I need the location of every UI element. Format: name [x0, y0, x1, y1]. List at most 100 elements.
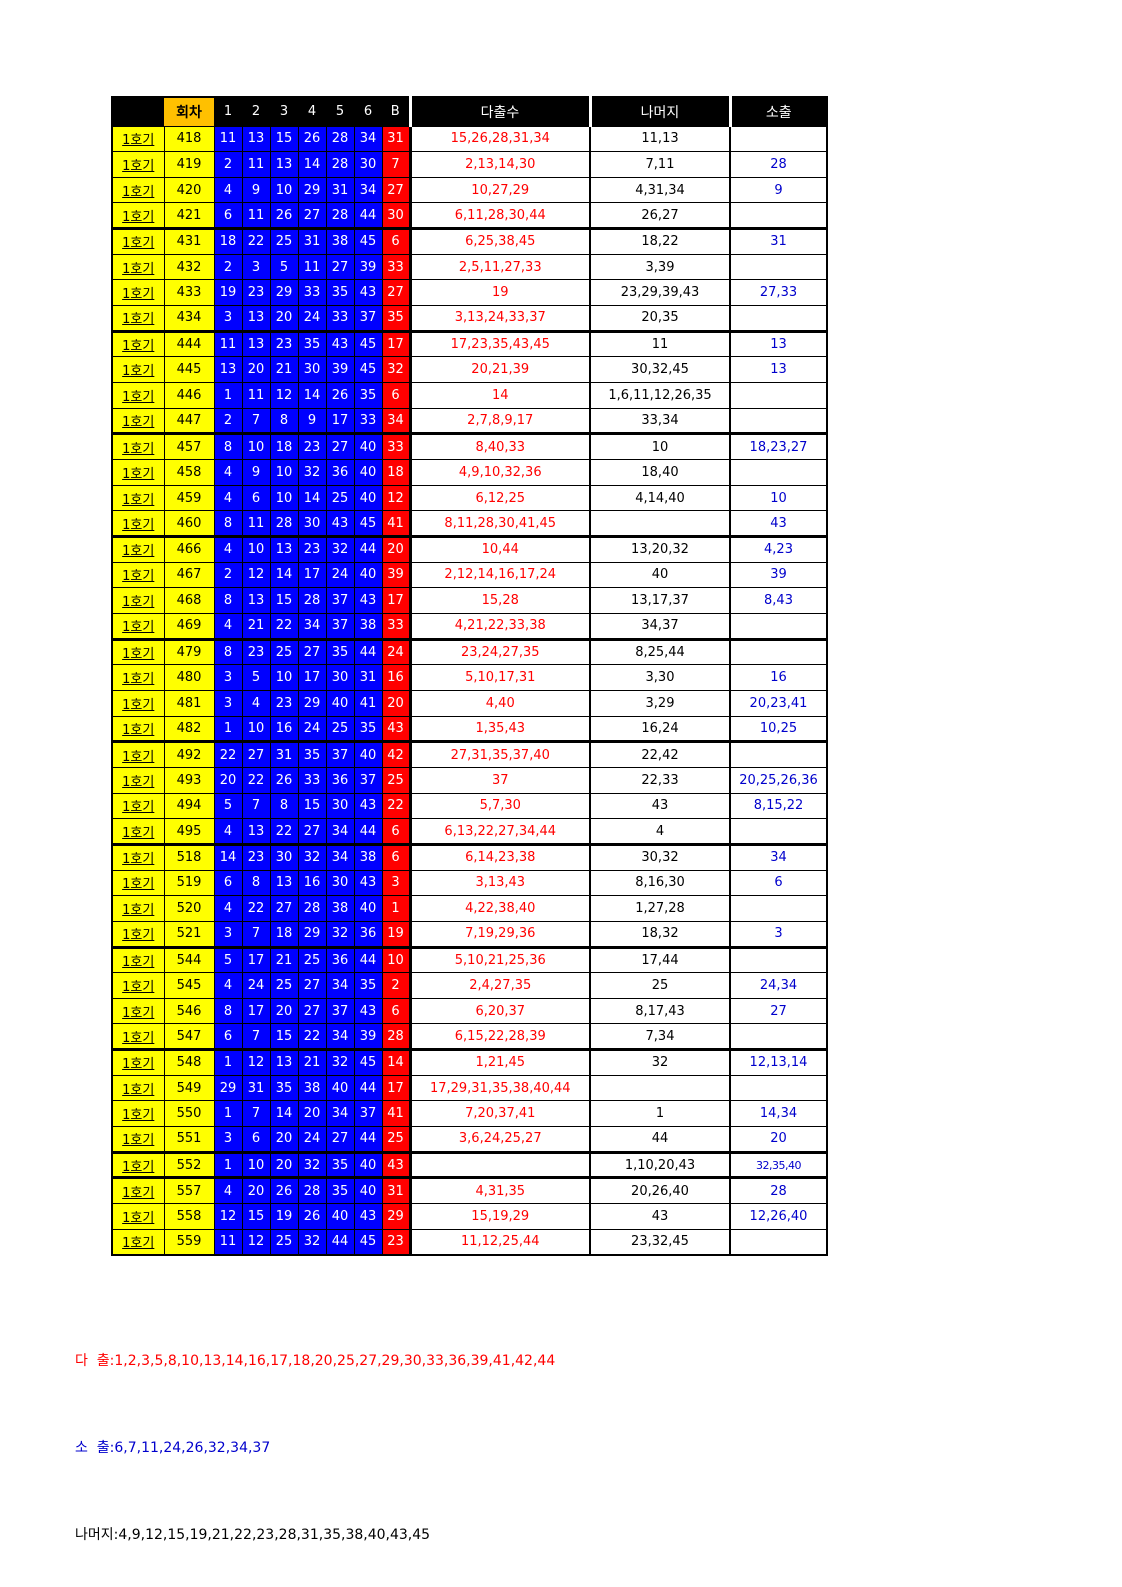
cell-machine[interactable]: 1호기	[111, 766, 165, 794]
cell-nameoji[interactable]: 16,24	[589, 715, 731, 743]
cell-sochul[interactable]: 8,43	[729, 587, 828, 614]
cell-number-4[interactable]: 32	[297, 842, 327, 871]
cell-dachul[interactable]: 3,13,43	[408, 869, 591, 897]
cell-dachul[interactable]: 5,10,17,31	[408, 664, 591, 691]
cell-number-3[interactable]: 16	[269, 715, 299, 743]
cell-number-6[interactable]: 44	[353, 945, 383, 974]
cell-round[interactable]: 544	[163, 945, 215, 974]
cell-number-4[interactable]: 25	[297, 945, 327, 974]
cell-machine[interactable]: 1호기	[111, 842, 165, 871]
cell-bonus[interactable]: 34	[381, 407, 411, 435]
cell-number-4[interactable]: 27	[297, 997, 327, 1025]
cell-number-4[interactable]: 24	[297, 305, 327, 332]
cell-round[interactable]: 459	[163, 484, 215, 512]
cell-number-5[interactable]: 36	[325, 945, 355, 974]
cell-dachul[interactable]: 7,20,37,41	[408, 1100, 591, 1128]
cell-bonus[interactable]: 19	[381, 920, 411, 948]
cell-bonus[interactable]: 6	[381, 227, 411, 255]
cell-bonus[interactable]: 41	[381, 510, 411, 537]
cell-bonus[interactable]: 18	[381, 459, 411, 486]
cell-number-6[interactable]: 40	[353, 1176, 383, 1205]
cell-number-6[interactable]: 43	[353, 1203, 383, 1230]
cell-number-1[interactable]: 3	[213, 664, 243, 691]
cell-sochul[interactable]	[729, 407, 828, 435]
cell-number-6[interactable]: 30	[353, 151, 383, 178]
cell-machine[interactable]: 1호기	[111, 1023, 165, 1051]
cell-number-1[interactable]: 6	[213, 1023, 243, 1051]
cell-dachul[interactable]: 19	[408, 279, 591, 307]
cell-number-3[interactable]: 13	[269, 151, 299, 178]
header-num-3[interactable]: 3	[270, 97, 298, 126]
cell-dachul[interactable]: 3,13,24,33,37	[408, 305, 591, 332]
cell-number-3[interactable]: 30	[269, 842, 299, 871]
cell-dachul[interactable]: 20,21,39	[408, 356, 591, 384]
cell-number-2[interactable]: 7	[241, 407, 271, 435]
cell-number-4[interactable]: 29	[297, 689, 327, 717]
cell-sochul[interactable]: 9	[729, 176, 828, 204]
cell-sochul[interactable]: 10	[729, 484, 828, 512]
cell-dachul[interactable]: 8,11,28,30,41,45	[408, 510, 591, 537]
cell-round[interactable]: 432	[163, 253, 215, 281]
cell-number-3[interactable]: 25	[269, 1228, 299, 1256]
cell-number-1[interactable]: 4	[213, 612, 243, 640]
cell-dachul[interactable]: 1,21,45	[408, 1048, 591, 1076]
cell-number-4[interactable]: 26	[297, 125, 327, 153]
cell-sochul[interactable]	[729, 818, 828, 845]
cell-number-2[interactable]: 12	[241, 1228, 271, 1256]
cell-number-1[interactable]: 5	[213, 792, 243, 820]
cell-number-1[interactable]: 1	[213, 1100, 243, 1128]
cell-nameoji[interactable]: 11,13	[589, 125, 731, 153]
cell-number-3[interactable]: 20	[269, 1126, 299, 1153]
cell-sochul[interactable]: 18,23,27	[729, 432, 828, 461]
cell-number-3[interactable]: 20	[269, 305, 299, 332]
cell-number-4[interactable]: 14	[297, 484, 327, 512]
cell-bonus[interactable]: 30	[381, 202, 411, 230]
cell-number-3[interactable]: 8	[269, 407, 299, 435]
cell-number-6[interactable]: 37	[353, 766, 383, 794]
cell-sochul[interactable]: 39	[729, 561, 828, 589]
cell-nameoji[interactable]: 1	[589, 1100, 731, 1128]
cell-number-5[interactable]: 38	[325, 227, 355, 255]
cell-round[interactable]: 520	[163, 895, 215, 922]
cell-number-4[interactable]: 9	[297, 407, 327, 435]
cell-dachul[interactable]: 4,9,10,32,36	[408, 459, 591, 486]
header-num-1[interactable]: 1	[214, 97, 242, 126]
cell-dachul[interactable]: 10,27,29	[408, 176, 591, 204]
cell-nameoji[interactable]: 33,34	[589, 407, 731, 435]
cell-sochul[interactable]: 14,34	[729, 1100, 828, 1128]
cell-number-3[interactable]: 35	[269, 1074, 299, 1102]
cell-machine[interactable]: 1호기	[111, 1150, 165, 1179]
cell-number-1[interactable]: 8	[213, 997, 243, 1025]
cell-number-2[interactable]: 9	[241, 459, 271, 486]
cell-number-6[interactable]: 45	[353, 227, 383, 255]
cell-number-2[interactable]: 17	[241, 997, 271, 1025]
cell-number-4[interactable]: 35	[297, 740, 327, 768]
cell-number-2[interactable]: 13	[241, 125, 271, 153]
cell-number-3[interactable]: 12	[269, 382, 299, 409]
cell-number-1[interactable]: 19	[213, 279, 243, 307]
cell-number-2[interactable]: 12	[241, 1048, 271, 1076]
cell-dachul[interactable]: 6,12,25	[408, 484, 591, 512]
cell-number-3[interactable]: 10	[269, 664, 299, 691]
cell-dachul[interactable]: 2,4,27,35	[408, 972, 591, 999]
cell-sochul[interactable]: 20,23,41	[729, 689, 828, 717]
cell-number-1[interactable]: 6	[213, 202, 243, 230]
cell-nameoji[interactable]: 4	[589, 818, 731, 845]
cell-number-2[interactable]: 21	[241, 612, 271, 640]
cell-number-1[interactable]: 4	[213, 459, 243, 486]
header-dachul[interactable]: 다출수	[408, 97, 590, 126]
cell-number-3[interactable]: 14	[269, 1100, 299, 1128]
cell-round[interactable]: 419	[163, 151, 215, 178]
cell-nameoji[interactable]: 34,37	[589, 612, 731, 640]
cell-nameoji[interactable]: 1,10,20,43	[589, 1150, 731, 1179]
cell-number-5[interactable]: 34	[325, 1023, 355, 1051]
cell-round[interactable]: 521	[163, 920, 215, 948]
cell-number-2[interactable]: 13	[241, 587, 271, 614]
cell-nameoji[interactable]: 17,44	[589, 945, 731, 974]
cell-sochul[interactable]: 16	[729, 664, 828, 691]
cell-round[interactable]: 481	[163, 689, 215, 717]
cell-dachul[interactable]: 6,11,28,30,44	[408, 202, 591, 230]
cell-number-2[interactable]: 22	[241, 895, 271, 922]
cell-number-3[interactable]: 27	[269, 895, 299, 922]
cell-number-4[interactable]: 29	[297, 176, 327, 204]
